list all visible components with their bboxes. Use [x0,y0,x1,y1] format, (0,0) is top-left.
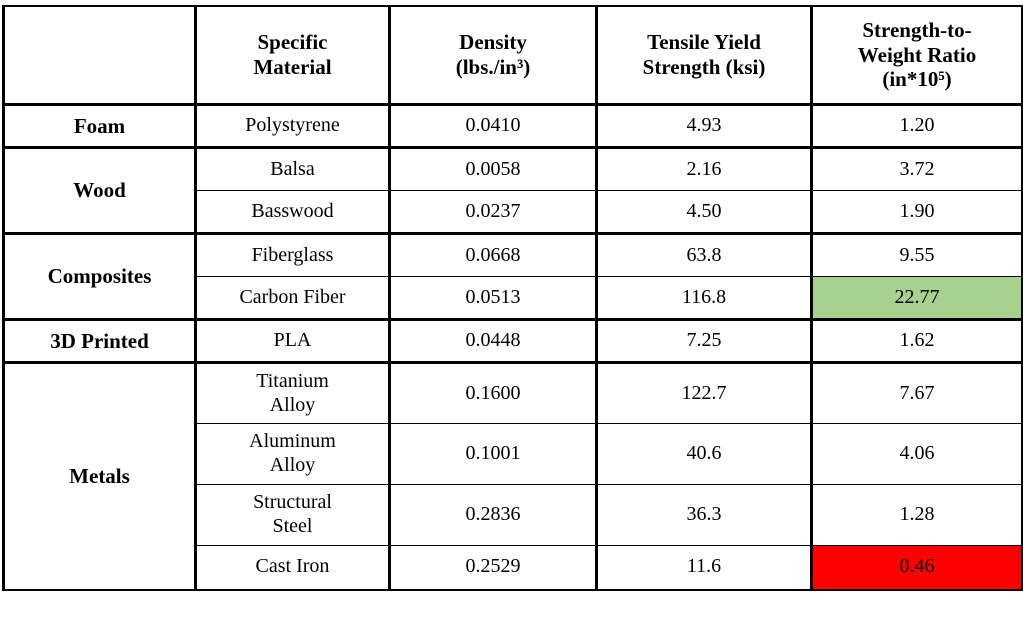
material-cell-polystyrene: Polystyrene [194,103,391,148]
material-cell-fiberglass: Fiberglass [194,232,391,277]
tensile-cell-structural-steel: 36.3 [595,484,813,546]
ratio-cell-carbon-fiber-highlight-green: 22.77 [810,276,1023,320]
density-cell-cast-iron: 0.2529 [388,545,598,591]
ratio-cell-basswood: 1.90 [810,190,1023,234]
table-row-basswood: Basswood 0.0237 4.50 1.90 [4,190,1023,234]
header-tensile-yield: Tensile Yield Strength (ksi) [595,5,813,106]
header-category [2,5,197,106]
header-row: Specific Material Density (lbs./in³) Ten… [2,5,1023,106]
header-specific-material: Specific Material [194,5,391,106]
material-cell-aluminum-alloy: Aluminum Alloy [194,423,391,485]
table-row-fiberglass: Composites Fiberglass 0.0668 63.8 9.55 [2,232,1023,320]
density-cell-fiberglass: 0.0668 [388,232,598,277]
table-row-pla: 3D Printed PLA 0.0448 7.25 1.62 [2,318,1023,363]
ratio-cell-structural-steel: 1.28 [810,484,1023,546]
category-cell-wood: Wood [2,146,197,234]
density-cell-structural-steel: 0.2836 [388,484,598,546]
material-cell-cast-iron: Cast Iron [194,545,391,591]
table-row-structural-steel: Structural Steel 0.2836 36.3 1.28 [4,484,1023,546]
header-density: Density (lbs./in³) [388,5,598,106]
tensile-cell-pla: 7.25 [595,318,813,363]
ratio-cell-titanium-alloy: 7.67 [810,361,1023,424]
tensile-cell-aluminum-alloy: 40.6 [595,423,813,485]
category-cell-composites: Composites [2,232,197,320]
density-cell-titanium-alloy: 0.1600 [388,361,598,424]
header-strength-to-weight: Strength-to- Weight Ratio (in*10⁵) [810,5,1023,106]
tensile-cell-basswood: 4.50 [595,190,813,234]
tensile-cell-fiberglass: 63.8 [595,232,813,277]
table-row-carbon-fiber: Carbon Fiber 0.0513 116.8 22.77 [4,276,1023,320]
density-cell-pla: 0.0448 [388,318,598,363]
material-cell-pla: PLA [194,318,391,363]
tensile-cell-carbon-fiber: 116.8 [595,276,813,320]
materials-table: Specific Material Density (lbs./in³) Ten… [2,5,1023,591]
material-cell-balsa: Balsa [194,146,391,191]
density-cell-aluminum-alloy: 0.1001 [388,423,598,485]
table-row-cast-iron: Cast Iron 0.2529 11.6 0.46 [4,545,1023,591]
material-cell-titanium-alloy: Titanium Alloy [194,361,391,424]
material-cell-structural-steel: Structural Steel [194,484,391,546]
tensile-cell-cast-iron: 11.6 [595,545,813,591]
table-row-balsa: Wood Balsa 0.0058 2.16 3.72 [2,146,1023,234]
table-row-polystyrene: Foam Polystyrene 0.0410 4.93 1.20 [2,103,1023,148]
category-cell-foam: Foam [2,103,197,148]
material-cell-basswood: Basswood [194,190,391,234]
material-cell-carbon-fiber: Carbon Fiber [194,276,391,320]
density-cell-balsa: 0.0058 [388,146,598,191]
density-cell-carbon-fiber: 0.0513 [388,276,598,320]
ratio-cell-aluminum-alloy: 4.06 [810,423,1023,485]
ratio-cell-cast-iron-highlight-red: 0.46 [810,545,1023,591]
density-cell-basswood: 0.0237 [388,190,598,234]
ratio-cell-fiberglass: 9.55 [810,232,1023,277]
density-cell-polystyrene: 0.0410 [388,103,598,148]
table-row-aluminum-alloy: Aluminum Alloy 0.1001 40.6 4.06 [4,423,1023,485]
ratio-cell-balsa: 3.72 [810,146,1023,191]
tensile-cell-titanium-alloy: 122.7 [595,361,813,424]
ratio-cell-pla: 1.62 [810,318,1023,363]
tensile-cell-balsa: 2.16 [595,146,813,191]
ratio-cell-polystyrene: 1.20 [810,103,1023,148]
category-cell-metals: Metals [2,361,197,590]
tensile-cell-polystyrene: 4.93 [595,103,813,148]
table-row-titanium-alloy: Metals Titanium Alloy 0.1600 122.7 7.67 [2,361,1023,590]
category-cell-3d-printed: 3D Printed [2,318,197,363]
